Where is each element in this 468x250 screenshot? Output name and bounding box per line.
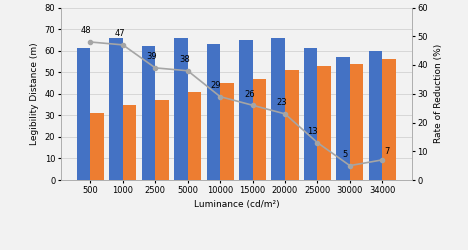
Text: 23: 23 bbox=[277, 98, 287, 107]
Bar bbox=[90, 113, 104, 180]
Rate of Reduction bbox=[380, 158, 385, 162]
Text: 26: 26 bbox=[244, 90, 255, 98]
Bar bbox=[206, 44, 220, 180]
Text: 48: 48 bbox=[80, 26, 91, 35]
Bar bbox=[109, 38, 123, 180]
Bar bbox=[253, 79, 266, 180]
Bar bbox=[77, 48, 90, 180]
Rate of Reduction bbox=[120, 44, 125, 46]
Rate of Reduction bbox=[185, 69, 190, 72]
Text: 5: 5 bbox=[343, 150, 348, 159]
Text: 47: 47 bbox=[114, 29, 125, 38]
Text: 39: 39 bbox=[146, 52, 157, 61]
Bar bbox=[239, 40, 253, 180]
X-axis label: Luminance (cd/m²): Luminance (cd/m²) bbox=[194, 200, 279, 209]
Bar bbox=[220, 83, 234, 180]
Rate of Reduction bbox=[153, 66, 158, 69]
Bar bbox=[369, 50, 382, 180]
Rate of Reduction bbox=[250, 104, 256, 107]
Bar bbox=[350, 64, 364, 180]
Bar bbox=[123, 104, 137, 180]
Rate of Reduction bbox=[217, 95, 223, 98]
Text: 13: 13 bbox=[307, 127, 318, 136]
Rate of Reduction bbox=[314, 141, 320, 144]
Bar bbox=[304, 48, 317, 180]
Bar bbox=[382, 59, 396, 180]
Bar bbox=[155, 100, 169, 180]
Bar bbox=[336, 57, 350, 180]
Line: Rate of Reduction: Rate of Reduction bbox=[88, 40, 384, 168]
Bar bbox=[188, 92, 201, 180]
Bar bbox=[271, 38, 285, 180]
Bar bbox=[285, 70, 299, 180]
Y-axis label: Legibility Distance (m): Legibility Distance (m) bbox=[30, 42, 39, 145]
Bar bbox=[142, 46, 155, 180]
Text: 7: 7 bbox=[384, 147, 390, 156]
Rate of Reduction bbox=[88, 40, 93, 43]
Rate of Reduction bbox=[282, 112, 288, 116]
Rate of Reduction bbox=[347, 164, 353, 167]
Bar bbox=[317, 66, 331, 180]
Y-axis label: Rate of Reduction (%): Rate of Reduction (%) bbox=[433, 44, 443, 144]
Text: 38: 38 bbox=[179, 55, 190, 64]
Text: 29: 29 bbox=[210, 81, 220, 90]
Bar bbox=[174, 38, 188, 180]
